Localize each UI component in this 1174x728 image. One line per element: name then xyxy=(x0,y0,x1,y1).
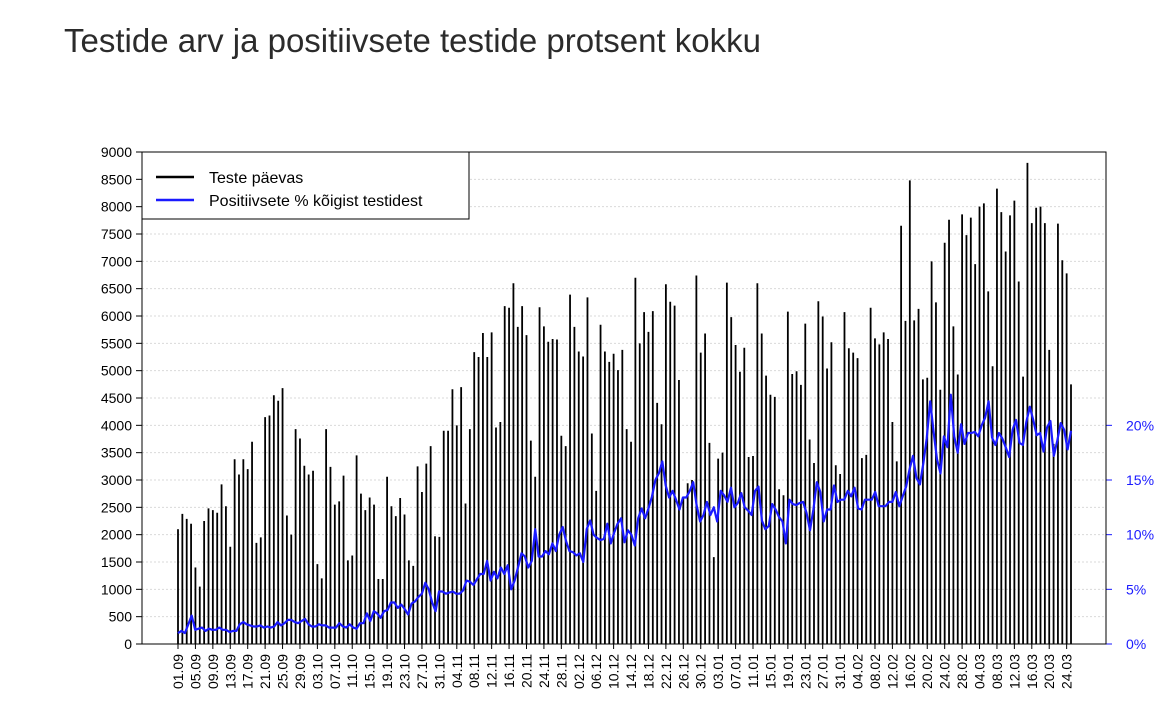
x-tick-label: 31.10 xyxy=(431,654,447,689)
y-tick-label: 9000 xyxy=(101,144,132,160)
x-tick-label: 31.01 xyxy=(832,654,848,689)
y-tick-label: 6500 xyxy=(101,281,132,297)
y-tick-label: 7000 xyxy=(101,253,132,269)
bar-series xyxy=(177,162,1072,644)
x-tick-label: 30.12 xyxy=(693,654,709,689)
x-tick-label: 03.10 xyxy=(309,654,325,689)
x-tick-label: 20.11 xyxy=(518,654,534,688)
x-tick-label: 20.03 xyxy=(1041,654,1057,689)
x-tick-label: 25.09 xyxy=(275,654,291,689)
x-tick-label: 24.02 xyxy=(937,654,953,689)
y-tick-label: 2500 xyxy=(101,499,132,515)
percent-line xyxy=(177,393,1073,635)
x-tick-label: 16.02 xyxy=(902,654,918,689)
legend-label: Positiivsete % kõigist testidest xyxy=(209,193,423,210)
y-tick-label: 2000 xyxy=(101,527,132,543)
y2-tick-label: 10% xyxy=(1126,527,1154,543)
x-tick-label: 12.02 xyxy=(884,654,900,689)
y2-tick-label: 5% xyxy=(1126,581,1146,597)
x-tick-label: 26.12 xyxy=(675,654,691,689)
x-tick-label: 04.11 xyxy=(449,654,465,688)
x-tick-label: 08.11 xyxy=(466,654,482,688)
plot-frame xyxy=(141,151,1107,645)
line-series xyxy=(177,393,1073,635)
x-tick-label: 13.09 xyxy=(222,654,238,689)
x-tick-label: 21.09 xyxy=(257,654,273,689)
x-tick-label: 15.01 xyxy=(762,654,778,689)
x-tick-label: 27.01 xyxy=(815,654,831,689)
x-tick-label: 19.10 xyxy=(379,654,395,689)
x-tick-label: 09.09 xyxy=(205,654,221,689)
x-tick-label: 11.01 xyxy=(745,654,761,688)
y-tick-label: 5500 xyxy=(101,335,132,351)
y-axis-right: 0% 5% 10% 15% 20% xyxy=(1105,417,1154,652)
x-tick-label: 05.09 xyxy=(187,654,203,689)
x-tick-label: 01.09 xyxy=(170,654,186,689)
x-tick-label: 16.11 xyxy=(501,654,517,688)
x-tick-label: 07.10 xyxy=(327,654,343,689)
x-tick-label: 04.02 xyxy=(850,654,866,689)
y2-tick-label: 20% xyxy=(1126,417,1154,433)
x-tick-label: 02.12 xyxy=(571,654,587,689)
x-tick-label: 20.02 xyxy=(919,654,935,689)
x-tick-label: 22.12 xyxy=(658,654,674,689)
y-tick-label: 8500 xyxy=(101,171,132,187)
x-tick-label: 07.01 xyxy=(728,654,744,689)
x-tick-label: 10.12 xyxy=(606,654,622,689)
legend-label: Teste päevas xyxy=(209,170,303,187)
x-tick-label: 15.10 xyxy=(362,654,378,689)
x-tick-label: 12.03 xyxy=(1006,654,1022,689)
x-tick-label: 11.10 xyxy=(344,654,360,688)
y-tick-label: 3000 xyxy=(101,472,132,488)
y-tick-label: 1000 xyxy=(101,581,132,597)
y-tick-label: 7500 xyxy=(101,226,132,242)
y-tick-label: 8000 xyxy=(101,199,132,215)
x-tick-label: 12.11 xyxy=(484,654,500,688)
x-tick-label: 28.02 xyxy=(954,654,970,689)
y-tick-label: 4000 xyxy=(101,417,132,433)
x-tick-label: 23.01 xyxy=(797,654,813,689)
x-tick-label: 04.03 xyxy=(972,654,988,689)
x-tick-label: 03.01 xyxy=(710,654,726,689)
chart-title: Testide arv ja positiivsete testide prot… xyxy=(64,22,762,59)
legend-box xyxy=(141,151,470,220)
y-tick-label: 5000 xyxy=(101,363,132,379)
x-tick-label: 24.03 xyxy=(1059,654,1075,689)
y-tick-label: 500 xyxy=(109,609,133,625)
y-tick-label: 1500 xyxy=(101,554,132,570)
y2-tick-label: 15% xyxy=(1126,472,1154,488)
x-tick-label: 27.10 xyxy=(414,654,430,689)
x-tick-label: 28.11 xyxy=(553,654,569,688)
x-tick-label: 17.09 xyxy=(240,654,256,689)
x-tick-label: 08.02 xyxy=(867,654,883,689)
y-tick-label: 6000 xyxy=(101,308,132,324)
x-tick-label: 06.12 xyxy=(588,654,604,689)
x-tick-label: 16.03 xyxy=(1024,654,1040,689)
y-tick-label: 3500 xyxy=(101,445,132,461)
legend: Teste päevas Positiivsete % kõigist testi… xyxy=(141,151,470,220)
y2-tick-label: 0% xyxy=(1126,636,1146,652)
x-tick-label: 18.12 xyxy=(640,654,656,689)
x-tick-label: 29.09 xyxy=(292,654,308,689)
x-tick-label: 08.03 xyxy=(989,654,1005,689)
y-axis-left: 0 500 1000 1500 2000 2500 3000 3500 4000 4500 5000… xyxy=(101,144,142,652)
y-tick-label: 4500 xyxy=(101,390,132,406)
x-tick-label: 19.01 xyxy=(780,654,796,689)
y-tick-label: 0 xyxy=(124,636,132,652)
x-tick-label: 24.11 xyxy=(536,654,552,688)
x-tick-label: 14.12 xyxy=(623,654,639,689)
x-axis: 01.09 05.09 09.09 13.09 17.09 21.09 25.09 29.09… xyxy=(170,644,1075,689)
x-tick-label: 23.10 xyxy=(397,654,413,689)
